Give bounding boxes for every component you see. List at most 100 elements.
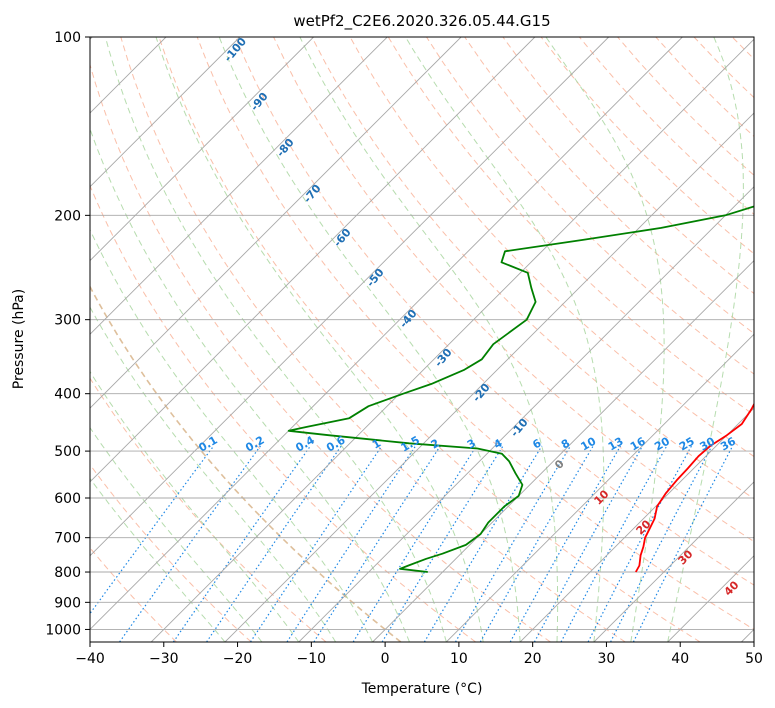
dry-adiabat-line (349, 37, 754, 458)
x-tick-label: −40 (75, 651, 105, 667)
moist-adiabat-label: 0 (552, 457, 567, 472)
temperature-line (635, 402, 754, 573)
x-tick-label: 20 (524, 651, 542, 667)
isobars (90, 37, 754, 630)
mixing-ratio-line (352, 445, 478, 642)
dry-adiabat-line (273, 37, 754, 543)
mixing-ratio-label: 3 (465, 437, 478, 452)
isotherm-line (90, 37, 388, 335)
moist-adiabat-line (90, 306, 337, 642)
dry-adiabat-label: -40 (397, 307, 420, 331)
mixing-ratio-label: 2 (429, 437, 442, 452)
moist-adiabat-line (90, 127, 410, 642)
x-tick-label: 10 (450, 651, 468, 667)
y-tick-label: 200 (54, 208, 81, 224)
x-tick-label: 0 (381, 651, 390, 667)
moist-adiabat-line (104, 37, 447, 642)
dry-adiabat-line (655, 37, 754, 138)
isotherm-line (150, 38, 754, 642)
y-tick-label: 1000 (45, 622, 81, 638)
dry-adiabat-label: -60 (331, 226, 354, 250)
isotherm-line (519, 407, 754, 642)
mixing-ratio-line (172, 445, 311, 642)
y-tick-label: 300 (54, 313, 81, 329)
dry-adiabat-line (579, 37, 754, 216)
dry-adiabats (90, 37, 775, 642)
mixing-ratio-line (560, 445, 668, 642)
dry-adiabat-line (90, 377, 327, 642)
moist-adiabat-line (299, 37, 559, 642)
moist-adiabat-label: 30 (676, 547, 696, 567)
moist-adiabat-line (155, 37, 484, 642)
y-tick-label: 700 (54, 531, 81, 547)
dry-adiabat-line (90, 285, 402, 642)
mixing-ratio-line (381, 445, 504, 642)
moist-adiabat-line (90, 477, 226, 642)
profile-series (287, 205, 754, 573)
isotherm-line (741, 628, 754, 642)
isotherm-line (90, 37, 462, 409)
mixing-ratio-line (423, 445, 543, 642)
moist-adiabat-line (90, 228, 374, 642)
plot-frame (89, 36, 755, 643)
isotherm-line (90, 37, 610, 557)
mixing-ratio-line (90, 445, 215, 615)
dry-adiabat-label: -90 (248, 90, 271, 114)
moist-adiabat-label: 40 (722, 578, 742, 598)
mixing-ratio-label: 4 (491, 436, 504, 451)
y-tick-label: 800 (54, 565, 81, 581)
moist-adiabat-line (667, 37, 744, 642)
mixing-ratio-line (206, 445, 342, 642)
mixing-ratio-line (249, 445, 383, 642)
dry-adiabat-line (120, 37, 626, 642)
y-tick-label: 400 (54, 387, 81, 403)
dry-adiabat-line (387, 37, 754, 416)
mixing-ratio-line (610, 445, 713, 642)
dry-adiabat-line (502, 37, 754, 295)
dry-adiabat-line (311, 37, 754, 500)
dry-adiabat-line (158, 37, 701, 642)
chart-title: wetPf2_C2E6.2020.326.05.44.G15 (293, 12, 550, 31)
mixing-ratio-line (587, 445, 693, 642)
isotherm-line (445, 333, 754, 642)
dry-adiabat-label: -20 (470, 381, 493, 405)
moist-adiabat-line (545, 37, 665, 642)
mixing-ratio-lines (90, 445, 734, 642)
moist-adiabat-line (405, 37, 605, 642)
dry-adiabat-line (196, 37, 754, 630)
y-axis-ticks: 100 200 300 400 500 600 700 800 900 1000 (45, 30, 90, 638)
dry-adiabat-line (234, 37, 754, 586)
plot-area: -100-90-80-70-60-50-40-30-20-10010203040… (90, 37, 775, 642)
y-tick-label: 500 (54, 444, 81, 460)
x-axis-label: Temperature (°C) (361, 681, 483, 697)
mixing-ratio-line (454, 445, 572, 642)
dry-adiabat-line (693, 37, 754, 99)
dry-adiabat-line (90, 63, 551, 642)
x-tick-label: 40 (671, 651, 689, 667)
x-tick-label: −30 (149, 651, 179, 667)
x-tick-label: −10 (297, 651, 327, 667)
dry-adiabat-line (90, 184, 476, 642)
isotherm-line (372, 259, 754, 642)
y-tick-label: 600 (54, 491, 81, 507)
isotherm-line (90, 37, 241, 188)
isotherm-line (593, 481, 754, 642)
line-labels: -100-90-80-70-60-50-40-30-20-10010203040… (196, 37, 742, 599)
y-axis-label: Pressure (hPa) (11, 289, 27, 389)
dry-adiabat-label: -10 (508, 416, 531, 440)
x-tick-label: 30 (598, 651, 616, 667)
y-tick-label: 100 (54, 30, 81, 46)
x-axis-ticks: −40 −30 −20 −10 0 10 20 30 40 50 (75, 642, 763, 667)
isotherm-line (224, 112, 754, 642)
x-tick-label: −20 (223, 651, 253, 667)
mixing-ratio-line (533, 445, 644, 642)
isotherms (90, 37, 754, 642)
dewpoint-line (287, 205, 754, 573)
moist-adiabat-line (218, 37, 521, 642)
dry-adiabat-line (770, 37, 775, 642)
isotherm-line (90, 37, 683, 631)
dry-adiabat-line (426, 37, 754, 375)
dry-adiabat-label: -70 (301, 182, 324, 206)
mixing-ratio-line (509, 445, 622, 642)
